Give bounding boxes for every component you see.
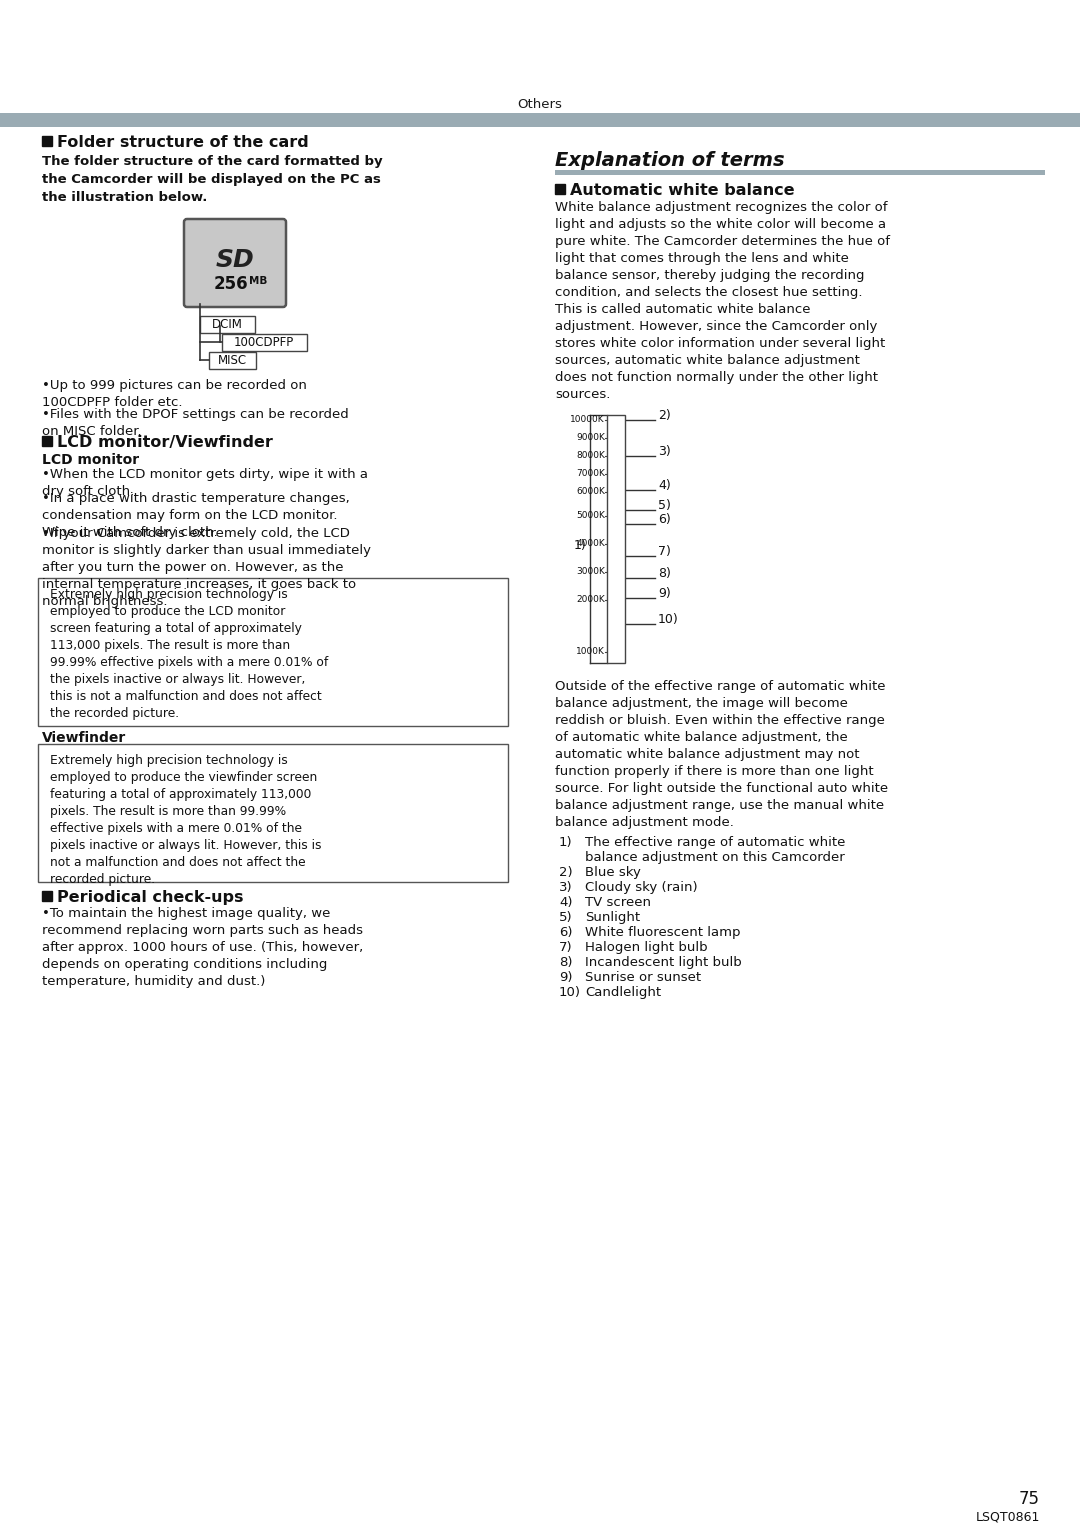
Text: 3): 3) [559,881,572,894]
Bar [273,224,281,232]
Bar [42,436,52,446]
Text: MB: MB [249,276,268,285]
Text: 5000K: 5000K [576,511,605,520]
Text: 6): 6) [559,926,572,938]
FancyBboxPatch shape [208,351,256,368]
Bar [0,113,1080,127]
Text: •If your Camcorder is extremely cold, the LCD
monitor is slightly darker than us: •If your Camcorder is extremely cold, th… [42,526,372,607]
Text: Sunlight: Sunlight [585,911,640,925]
Text: LCD monitor: LCD monitor [42,453,139,467]
Text: 4000K: 4000K [577,540,605,548]
Text: 2): 2) [658,409,671,423]
Text: LCD monitor/Viewfinder: LCD monitor/Viewfinder [57,435,273,450]
Text: 4): 4) [658,479,671,493]
Text: Extremely high precision technology is
employed to produce the viewfinder screen: Extremely high precision technology is e… [50,754,322,887]
Text: 7): 7) [658,545,671,559]
Text: •To maintain the highest image quality, we
recommend replacing worn parts such a: •To maintain the highest image quality, … [42,906,363,987]
Text: 2): 2) [559,865,572,879]
Text: balance adjustment on this Camcorder: balance adjustment on this Camcorder [585,852,845,864]
Text: 8): 8) [658,568,671,580]
Bar [607,415,625,662]
Text: Outside of the effective range of automatic white
balance adjustment, the image : Outside of the effective range of automa… [555,681,888,829]
Bar [42,891,52,900]
Text: Automatic white balance: Automatic white balance [570,183,795,198]
Text: 4): 4) [559,896,572,909]
Text: 2000K: 2000K [577,595,605,604]
Bar [555,185,565,194]
Bar [42,136,52,146]
Text: •When the LCD monitor gets dirty, wipe it with a
dry soft cloth.: •When the LCD monitor gets dirty, wipe i… [42,468,368,497]
Text: MISC: MISC [217,354,246,366]
Text: Viewfinder: Viewfinder [42,731,126,745]
Text: TV screen: TV screen [585,896,651,909]
Text: LSQT0861: LSQT0861 [975,1511,1040,1523]
Text: Incandescent light bulb: Incandescent light bulb [585,955,742,969]
Text: Periodical check-ups: Periodical check-ups [57,890,243,905]
Text: 1): 1) [573,539,586,551]
Text: Blue sky: Blue sky [585,865,640,879]
Text: 9): 9) [658,588,671,601]
FancyBboxPatch shape [38,578,508,726]
Bar [555,113,1045,127]
Text: 8000K: 8000K [576,452,605,461]
Text: 6): 6) [658,514,671,526]
Text: Halogen light bulb: Halogen light bulb [585,942,707,954]
Text: 10000K: 10000K [570,415,605,424]
Bar [555,169,1045,175]
Text: 75: 75 [1020,1489,1040,1508]
FancyBboxPatch shape [200,316,255,333]
Text: •Files with the DPOF settings can be recorded
on MISC folder.: •Files with the DPOF settings can be rec… [42,407,349,438]
FancyBboxPatch shape [221,334,307,351]
Text: Extremely high precision technology is
employed to produce the LCD monitor
scree: Extremely high precision technology is e… [50,588,328,720]
FancyBboxPatch shape [38,745,508,882]
Text: 100CDPFP: 100CDPFP [234,336,294,348]
Text: 7): 7) [559,942,572,954]
Text: 1000K: 1000K [576,647,605,656]
Text: 9000K: 9000K [576,433,605,443]
Text: SD: SD [216,249,255,272]
Text: 10): 10) [559,986,581,1000]
Text: Candlelight: Candlelight [585,986,661,1000]
Text: 6000K: 6000K [576,487,605,496]
Text: Explanation of terms: Explanation of terms [555,151,785,169]
Text: 3): 3) [658,446,671,458]
Text: Folder structure of the card: Folder structure of the card [57,134,309,150]
Text: •In a place with drastic temperature changes,
condensation may form on the LCD m: •In a place with drastic temperature cha… [42,491,350,539]
FancyBboxPatch shape [184,220,286,307]
Text: 10): 10) [658,613,678,627]
Text: 1): 1) [559,836,572,848]
Text: DCIM: DCIM [212,317,242,331]
Text: The folder structure of the card formatted by
the Camcorder will be displayed on: The folder structure of the card formatt… [42,156,382,204]
Text: The effective range of automatic white: The effective range of automatic white [585,836,846,848]
Text: 7000K: 7000K [576,470,605,479]
Text: White fluorescent lamp: White fluorescent lamp [585,926,741,938]
Text: Sunrise or sunset: Sunrise or sunset [585,971,701,984]
Text: •Up to 999 pictures can be recorded on
100CDPFP folder etc.: •Up to 999 pictures can be recorded on 1… [42,378,307,409]
Text: 3000K: 3000K [576,568,605,577]
Text: 8): 8) [559,955,572,969]
Text: 5): 5) [658,499,671,513]
Text: 9): 9) [559,971,572,984]
Text: 256: 256 [214,275,248,293]
Text: 5): 5) [559,911,572,925]
Text: Cloudy sky (rain): Cloudy sky (rain) [585,881,698,894]
Text: Others: Others [517,98,563,111]
Text: White balance adjustment recognizes the color of
light and adjusts so the white : White balance adjustment recognizes the … [555,201,890,401]
